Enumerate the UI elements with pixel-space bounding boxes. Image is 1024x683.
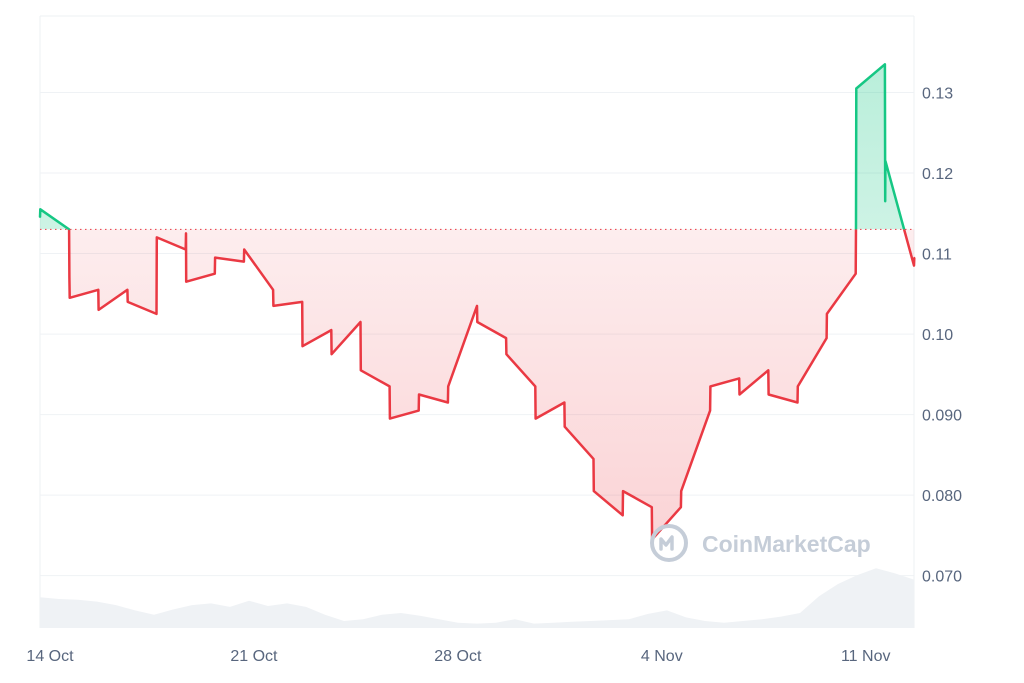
price-point <box>651 506 653 509</box>
price-point <box>855 87 858 90</box>
price-point <box>68 228 70 231</box>
price-point <box>476 321 479 323</box>
y-tick-label: 0.090 <box>922 408 962 425</box>
price-point <box>447 385 450 388</box>
price-point <box>767 369 770 372</box>
price-point <box>243 260 245 263</box>
price-point <box>126 289 129 291</box>
price-point <box>505 337 507 339</box>
price-point <box>709 385 712 388</box>
price-point <box>156 236 158 239</box>
y-tick-label: 0.070 <box>922 569 962 586</box>
price-point <box>884 160 887 162</box>
grid-lines <box>40 92 914 577</box>
price-point <box>39 216 41 219</box>
price-point <box>330 353 333 356</box>
price-point <box>797 385 799 388</box>
price-point <box>301 301 304 303</box>
watermark: CoinMarketCap <box>650 524 871 562</box>
price-point <box>155 313 158 315</box>
price-point <box>476 305 478 307</box>
x-tick-label: 4 Nov <box>641 648 683 665</box>
price-point <box>272 289 274 291</box>
y-axis: 0.070 0.080 0.090 0.10 0.11 0.12 0.13 <box>922 86 962 586</box>
price-point <box>592 458 595 460</box>
y-tick-label: 0.12 <box>922 166 953 183</box>
plot-frame <box>39 15 915 628</box>
price-point <box>185 232 187 235</box>
price-point <box>884 200 886 202</box>
y-tick-label: 0.13 <box>922 86 953 103</box>
price-point <box>767 393 770 396</box>
price-point <box>796 401 799 404</box>
price-point <box>826 313 828 315</box>
price-line-down <box>66 229 916 541</box>
x-tick-label: 14 Oct <box>26 648 74 665</box>
price-point <box>68 297 71 299</box>
x-tick-label: 21 Oct <box>230 648 278 665</box>
price-point <box>243 248 245 251</box>
price-point <box>417 409 420 412</box>
price-point <box>185 280 187 283</box>
price-point <box>709 409 711 412</box>
price-point <box>39 208 42 211</box>
price-point <box>884 63 886 66</box>
price-point <box>272 305 275 307</box>
price-point <box>447 401 449 404</box>
y-tick-label: 0.10 <box>922 327 953 344</box>
price-point <box>738 377 740 380</box>
x-axis: 14 Oct 21 Oct 28 Oct 4 Nov 11 Nov <box>26 648 890 665</box>
price-point <box>359 321 362 323</box>
coinmarketcap-logo-icon <box>650 524 688 562</box>
y-tick-label: 0.080 <box>922 488 962 505</box>
volume-shape <box>40 568 914 628</box>
price-point <box>184 248 187 251</box>
price-point <box>854 272 857 275</box>
price-point <box>301 345 304 348</box>
watermark-text: CoinMarketCap <box>702 531 871 557</box>
x-tick-label: 28 Oct <box>434 648 482 665</box>
price-point <box>97 289 100 291</box>
price-point <box>126 301 129 303</box>
price-point <box>534 385 537 388</box>
y-tick-label: 0.11 <box>922 247 952 264</box>
price-point <box>680 490 682 492</box>
price-point <box>505 353 508 356</box>
price-point <box>825 337 828 339</box>
price-point <box>97 309 100 311</box>
price-point <box>622 490 624 492</box>
price-point <box>738 393 741 396</box>
price-point <box>68 276 71 279</box>
price-point <box>214 256 216 259</box>
below-baseline-fill <box>40 229 915 540</box>
price-point <box>913 264 915 267</box>
price-point <box>388 385 391 388</box>
price-point <box>389 417 391 420</box>
price-point <box>855 224 857 227</box>
price-point <box>534 417 537 420</box>
price-fill <box>40 64 915 540</box>
price-point <box>418 393 420 396</box>
price-point <box>214 272 216 275</box>
price-line <box>38 63 916 541</box>
price-point <box>621 514 624 517</box>
x-tick-label: 11 Nov <box>841 648 891 665</box>
price-point <box>360 369 362 372</box>
volume-area <box>40 568 914 628</box>
price-point <box>680 506 682 509</box>
price-point <box>593 490 595 492</box>
price-point <box>563 401 566 404</box>
price-point <box>563 425 566 428</box>
price-point <box>913 256 916 259</box>
price-point <box>330 329 333 331</box>
